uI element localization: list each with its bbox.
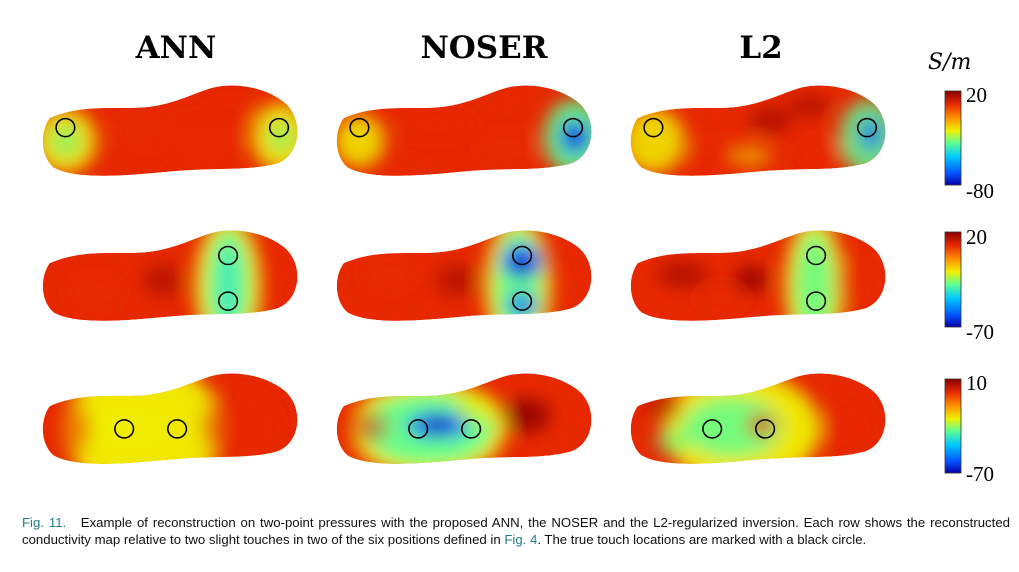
conductivity-region xyxy=(336,114,385,168)
conductivity-region xyxy=(731,144,771,168)
conductivity-region xyxy=(426,417,450,433)
caption-text-end: . The true touch locations are marked wi… xyxy=(537,532,867,547)
conductivity-region xyxy=(645,396,681,420)
touch-location-marker-2 xyxy=(511,291,533,311)
conductivity-region xyxy=(733,265,770,293)
unit-label: S/m xyxy=(928,50,972,75)
column-title-l2: L2 xyxy=(739,30,783,66)
conductivity-region xyxy=(455,392,499,424)
panel-row3-noser xyxy=(336,373,592,464)
conductivity-region xyxy=(682,396,781,458)
conductivity-region xyxy=(114,110,174,149)
reconstruction-figure xyxy=(42,85,962,474)
conductivity-region xyxy=(502,398,550,433)
colorbar-3-max-label: 10 xyxy=(966,371,987,395)
colorbar-1 xyxy=(944,90,962,186)
colorbar-2-max-label: 20 xyxy=(966,225,987,249)
conductivity-region xyxy=(202,389,282,464)
panel-row2-noser xyxy=(336,230,592,321)
conductivity-region xyxy=(506,293,538,317)
conductivity-region xyxy=(398,107,477,142)
touch-location-marker-1 xyxy=(349,117,370,138)
touch-location-marker-1 xyxy=(805,245,827,266)
conductivity-blobs xyxy=(65,230,262,321)
conductivity-region xyxy=(820,398,879,456)
column-title-ann: ANN xyxy=(135,30,217,66)
figure-caption: Fig. 11. Example of reconstruction on tw… xyxy=(22,514,1010,548)
touch-location-marker-2 xyxy=(167,419,188,439)
conductivity-region xyxy=(359,257,419,292)
panel-row1-noser xyxy=(336,85,592,176)
touch-location-marker-1 xyxy=(702,419,723,439)
colorbar-2-min-label: -70 xyxy=(966,320,994,344)
conductivity-region xyxy=(686,139,738,167)
panel-row2-l2 xyxy=(630,230,886,321)
panel-row1-ann xyxy=(42,85,298,176)
touch-location-marker-2 xyxy=(217,291,239,311)
conductivity-region xyxy=(349,411,389,443)
touch-location-marker-2 xyxy=(805,291,827,311)
conductivity-region xyxy=(696,283,748,314)
touch-location-marker-1 xyxy=(643,117,664,138)
conductivity-region xyxy=(655,427,691,455)
conductivity-region xyxy=(42,400,91,458)
caption-text: Example of reconstruction on two-point p… xyxy=(22,515,1010,547)
touch-location-marker-1 xyxy=(55,117,76,138)
conductivity-region xyxy=(163,114,242,168)
panel-row2-ann xyxy=(42,230,298,321)
conductivity-region xyxy=(657,261,709,288)
conductivity-region xyxy=(435,263,479,298)
conductivity-blobs xyxy=(359,230,552,321)
conductivity-region xyxy=(859,117,883,152)
conductivity-region xyxy=(65,274,125,313)
conductivity-region xyxy=(788,94,832,118)
colorbar-1-min-label: -80 xyxy=(966,179,994,203)
conductivity-region xyxy=(747,413,775,437)
colorbar-3-min-label: -70 xyxy=(966,462,994,486)
touch-location-marker-2 xyxy=(562,117,584,138)
column-title-noser: NOSER xyxy=(420,30,548,66)
conductivity-region xyxy=(749,106,793,134)
touch-location-marker-1 xyxy=(511,245,533,266)
conductivity-region xyxy=(84,400,175,458)
conductivity-region xyxy=(794,230,834,321)
conductivity-blobs xyxy=(657,230,881,321)
colorbar-2 xyxy=(944,231,962,328)
touch-location-marker-1 xyxy=(217,245,239,266)
conductivity-region xyxy=(837,253,881,311)
panel-row1-l2 xyxy=(630,85,886,176)
caption-figure-reference[interactable]: Fig. 4 xyxy=(504,532,538,547)
colorbar-3 xyxy=(944,378,962,474)
conductivity-region xyxy=(206,95,258,126)
conductivity-region xyxy=(143,263,183,298)
touch-location-marker-2 xyxy=(268,117,290,138)
conductivity-region xyxy=(477,129,536,168)
touch-location-marker-2 xyxy=(755,419,776,439)
conductivity-region xyxy=(218,242,238,321)
panel-row3-ann xyxy=(42,373,298,464)
touch-location-marker-1 xyxy=(114,419,135,439)
conductivity-region xyxy=(49,124,82,158)
conductivity-region xyxy=(796,137,844,164)
panel-row3-l2 xyxy=(630,373,886,464)
touch-location-marker-1 xyxy=(408,419,429,439)
colorbar-1-max-label: 20 xyxy=(966,83,987,107)
touch-location-marker-2 xyxy=(461,419,482,439)
touch-location-marker-2 xyxy=(856,117,878,138)
caption-label: Fig. 11. xyxy=(22,515,67,530)
conductivity-blobs xyxy=(645,373,879,464)
conductivity-region xyxy=(630,108,685,174)
